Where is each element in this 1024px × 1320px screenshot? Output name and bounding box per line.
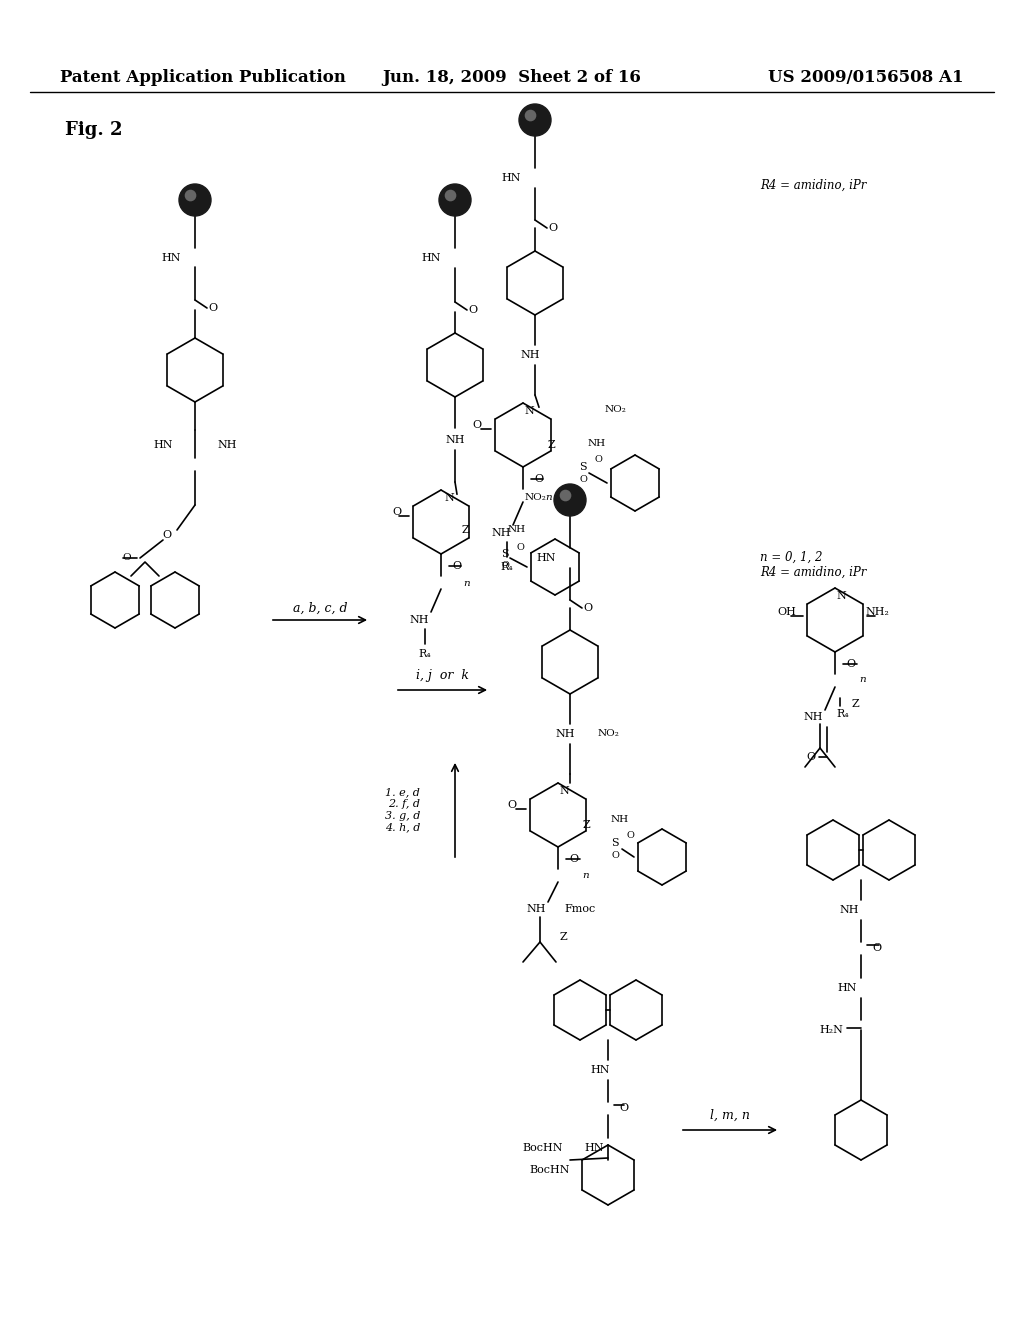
Text: O: O: [535, 474, 544, 484]
Circle shape: [179, 183, 211, 216]
Circle shape: [560, 491, 570, 500]
Text: O: O: [516, 543, 524, 552]
Text: O: O: [579, 474, 587, 483]
Text: O: O: [392, 507, 401, 517]
Text: S: S: [611, 838, 618, 847]
Text: NH: NH: [508, 525, 526, 535]
Text: R₄: R₄: [837, 709, 849, 719]
Text: n: n: [583, 870, 590, 879]
Text: HN: HN: [585, 1143, 604, 1152]
Text: O: O: [872, 942, 882, 953]
Text: O: O: [847, 659, 856, 669]
Text: HN: HN: [537, 553, 556, 564]
Text: O: O: [594, 455, 602, 465]
Text: 1. e, d
2. f, d
3. g, d
4. h, d: 1. e, d 2. f, d 3. g, d 4. h, d: [385, 788, 420, 833]
Text: N: N: [837, 591, 846, 601]
Text: NH: NH: [555, 729, 574, 739]
Text: Z: Z: [461, 525, 469, 535]
Text: OH: OH: [777, 607, 797, 616]
Text: S: S: [501, 549, 509, 558]
Text: NH: NH: [445, 436, 465, 445]
Text: HN: HN: [502, 173, 521, 183]
Text: NH₂: NH₂: [865, 607, 889, 616]
Text: R₄: R₄: [419, 649, 431, 659]
Text: n: n: [546, 492, 552, 502]
Text: NH: NH: [840, 906, 859, 915]
Text: HN: HN: [422, 253, 441, 263]
Text: O: O: [123, 553, 131, 562]
Text: n = 0, 1, 2
R4 = amidino, iPr: n = 0, 1, 2 R4 = amidino, iPr: [760, 550, 866, 579]
Text: n: n: [464, 579, 470, 589]
Text: i, j  or  k: i, j or k: [416, 669, 469, 682]
Text: Fig. 2: Fig. 2: [65, 121, 123, 139]
Text: n: n: [860, 676, 866, 685]
Text: NH: NH: [611, 816, 629, 825]
Text: N: N: [444, 492, 454, 503]
Text: O: O: [611, 850, 618, 859]
Circle shape: [519, 104, 551, 136]
Circle shape: [185, 190, 196, 201]
Text: HN: HN: [590, 1065, 609, 1074]
Text: Z: Z: [559, 932, 567, 942]
Text: S: S: [580, 462, 587, 473]
Text: Fmoc: Fmoc: [564, 904, 596, 913]
Text: O: O: [472, 420, 481, 430]
Text: O: O: [501, 561, 509, 570]
Text: NO₂: NO₂: [524, 492, 546, 502]
Text: Z: Z: [851, 700, 859, 709]
Text: Patent Application Publication: Patent Application Publication: [60, 70, 346, 87]
Text: O: O: [620, 1104, 629, 1113]
Text: NH: NH: [520, 350, 540, 360]
Text: N: N: [524, 407, 534, 416]
Circle shape: [554, 484, 586, 516]
Text: NH: NH: [526, 904, 546, 913]
Text: O: O: [163, 531, 172, 540]
Text: Jun. 18, 2009  Sheet 2 of 16: Jun. 18, 2009 Sheet 2 of 16: [383, 70, 641, 87]
Text: O: O: [508, 800, 516, 810]
Text: O: O: [584, 603, 593, 612]
Text: NH: NH: [803, 711, 822, 722]
Text: BocHN: BocHN: [529, 1166, 570, 1175]
Text: O: O: [626, 832, 634, 841]
Text: O: O: [453, 561, 462, 572]
Text: l, m, n: l, m, n: [710, 1109, 750, 1122]
Text: NO₂: NO₂: [597, 730, 618, 738]
Text: HN: HN: [154, 440, 173, 450]
Text: N: N: [559, 785, 569, 796]
Text: Z: Z: [547, 440, 555, 450]
Text: H₂N: H₂N: [819, 1026, 843, 1035]
Text: R₄: R₄: [501, 562, 513, 572]
Text: O: O: [549, 223, 557, 234]
Text: NH: NH: [217, 440, 237, 450]
Text: BocHN: BocHN: [522, 1143, 563, 1152]
Circle shape: [445, 190, 456, 201]
Circle shape: [525, 111, 536, 120]
Text: a, b, c, d: a, b, c, d: [293, 602, 347, 615]
Text: NH: NH: [410, 615, 429, 624]
Text: R4 = amidino, iPr: R4 = amidino, iPr: [760, 178, 866, 191]
Text: NO₂: NO₂: [604, 405, 626, 414]
Text: HN: HN: [838, 983, 857, 993]
Text: O: O: [807, 752, 815, 762]
Text: US 2009/0156508 A1: US 2009/0156508 A1: [768, 70, 964, 87]
Text: O: O: [569, 854, 579, 865]
Text: O: O: [209, 304, 217, 313]
Text: Z: Z: [583, 820, 590, 830]
Circle shape: [439, 183, 471, 216]
Text: O: O: [468, 305, 477, 315]
Text: NH: NH: [588, 438, 606, 447]
Text: NH: NH: [492, 528, 511, 539]
Text: HN: HN: [162, 253, 181, 263]
